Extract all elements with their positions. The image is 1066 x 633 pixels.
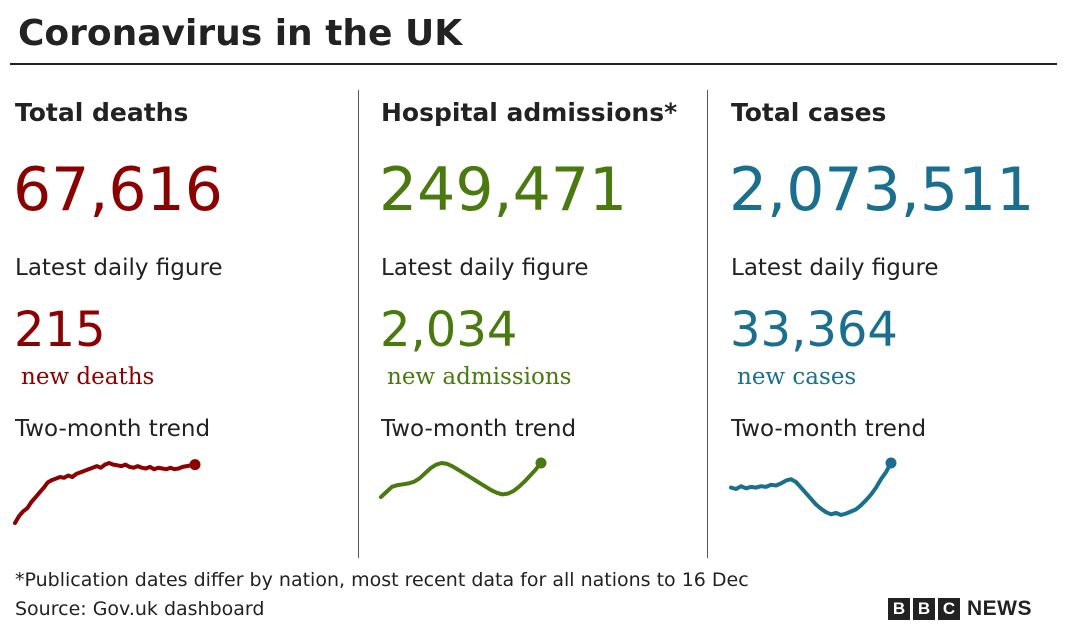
cases-trend-sparkline xyxy=(729,457,897,517)
source-note: Source: Gov.uk dashboard xyxy=(15,598,265,620)
logo-block-2: B xyxy=(913,598,935,620)
bbc-news-logo: B B C NEWS xyxy=(888,597,1032,621)
cases-daily-unit: new cases xyxy=(737,364,857,390)
admissions-daily-label: Latest daily figure xyxy=(381,255,589,281)
column-divider-2 xyxy=(707,90,708,558)
admissions-column: Hospital admissions* 249,471 Latest dail… xyxy=(379,95,711,545)
deaths-trend-line xyxy=(13,461,197,525)
deaths-heading: Total deaths xyxy=(15,98,189,127)
deaths-daily-value: 215 xyxy=(14,302,106,358)
cases-heading: Total cases xyxy=(731,98,887,127)
deaths-trend-endpoint xyxy=(189,459,201,471)
footnote: *Publication dates differ by nation, mos… xyxy=(15,569,749,591)
deaths-trend-label: Two-month trend xyxy=(15,416,211,442)
admissions-trend-sparkline xyxy=(379,457,547,499)
logo-block-1: B xyxy=(888,598,910,620)
deaths-daily-label: Latest daily figure xyxy=(15,255,223,281)
cases-trend-label: Two-month trend xyxy=(731,416,927,442)
title-rule xyxy=(10,63,1057,65)
admissions-total: 249,471 xyxy=(379,155,628,225)
admissions-daily-value: 2,034 xyxy=(380,302,518,358)
admissions-trend-line xyxy=(379,461,543,499)
cases-column: Total cases 2,073,511 Latest daily figur… xyxy=(729,95,1061,545)
column-divider-1 xyxy=(358,90,359,558)
admissions-heading: Hospital admissions* xyxy=(381,98,678,127)
admissions-trend-endpoint xyxy=(535,457,547,469)
deaths-daily-unit: new deaths xyxy=(21,364,155,390)
cases-daily-label: Latest daily figure xyxy=(731,255,939,281)
admissions-daily-unit: new admissions xyxy=(387,364,572,390)
deaths-total: 67,616 xyxy=(13,155,223,225)
chart-title: Coronavirus in the UK xyxy=(18,13,463,54)
deaths-trend-sparkline xyxy=(13,459,201,525)
deaths-column: Total deaths 67,616 Latest daily figure … xyxy=(13,95,345,545)
cases-trend-line xyxy=(729,461,893,517)
admissions-trend-label: Two-month trend xyxy=(381,416,577,442)
logo-news-word: NEWS xyxy=(967,597,1032,620)
cases-daily-value: 33,364 xyxy=(730,302,898,358)
cases-trend-endpoint xyxy=(885,457,897,469)
logo-block-3: C xyxy=(938,598,960,620)
cases-total: 2,073,511 xyxy=(729,155,1035,225)
